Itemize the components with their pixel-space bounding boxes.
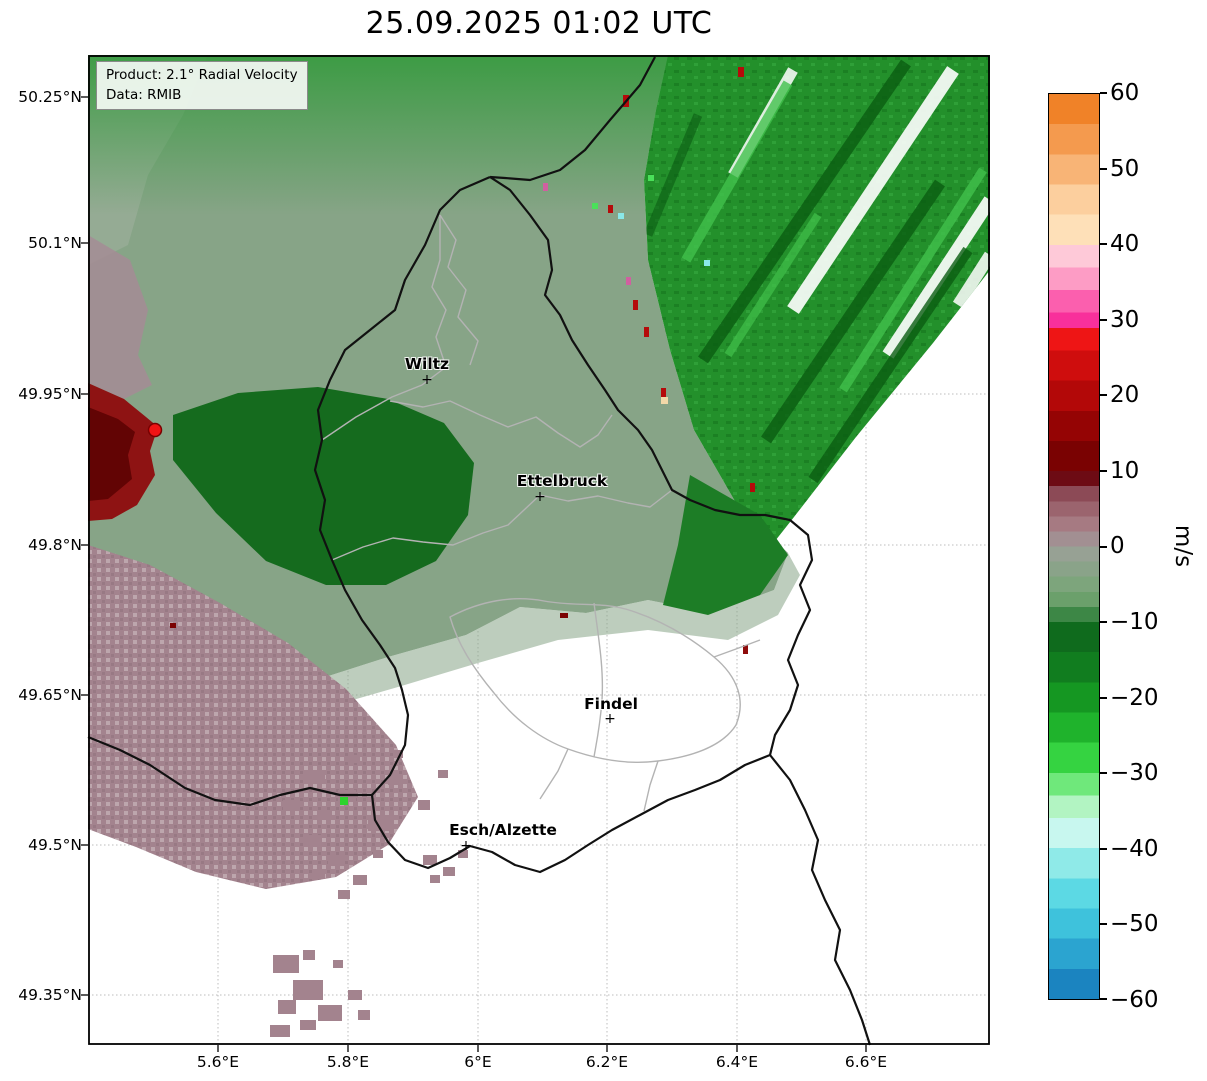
colorbar-tick: −60 bbox=[1110, 987, 1159, 1013]
x-axis-tick: 6.2°E bbox=[585, 1053, 629, 1071]
colorbar bbox=[1048, 93, 1100, 1000]
colorbar-tickmark bbox=[1100, 998, 1107, 1000]
colorbar-tickmark bbox=[1100, 848, 1107, 850]
colorbar-tick: −40 bbox=[1110, 836, 1159, 862]
y-axis-tick: 49.95°N bbox=[18, 385, 82, 403]
city-label: Ettelbruck bbox=[516, 472, 608, 490]
country-borders bbox=[87, 56, 872, 1046]
city-label: Esch/Alzette bbox=[449, 821, 557, 839]
y-axis-tick: 49.35°N bbox=[18, 986, 82, 1004]
colorbar-tickmark bbox=[1100, 319, 1107, 321]
colorbar-tickmark bbox=[1100, 697, 1107, 699]
colorbar-tick: −20 bbox=[1110, 685, 1159, 711]
plot-frame bbox=[88, 55, 990, 1045]
colorbar-tick: 50 bbox=[1110, 156, 1140, 182]
data-source-label: Data: RMIB bbox=[106, 86, 182, 103]
colorbar-tick: −10 bbox=[1110, 609, 1159, 635]
field-fringe bbox=[88, 553, 800, 785]
colorbar-tickmark bbox=[1100, 621, 1107, 623]
colorbar-tickmark bbox=[1100, 470, 1107, 472]
x-axis-tick: 6.4°E bbox=[715, 1053, 759, 1071]
colorbar-tick: 10 bbox=[1110, 458, 1140, 484]
y-axis-tick: 50.25°N bbox=[18, 88, 82, 106]
x-axis-tick: 5.6°E bbox=[196, 1053, 240, 1071]
district-borders bbox=[321, 214, 761, 812]
colorbar-unit-label: m/s bbox=[1170, 524, 1196, 568]
field-band-streaks bbox=[644, 59, 990, 484]
colorbar-tick: −30 bbox=[1110, 760, 1159, 786]
y-axis-tick: 49.5°N bbox=[28, 836, 82, 854]
colorbar-tickmark bbox=[1100, 168, 1107, 170]
field-dark-green-blob bbox=[173, 387, 474, 585]
field-mauve-speckles bbox=[270, 750, 468, 1037]
velocity-field bbox=[88, 55, 990, 1037]
city-cross-icon: + bbox=[604, 711, 616, 727]
field-weak-receding-speckle bbox=[88, 545, 418, 889]
y-axis-tick: 50.1°N bbox=[28, 234, 82, 252]
colorbar-tick: 20 bbox=[1110, 382, 1140, 408]
field-mauve-strip bbox=[88, 235, 152, 399]
city-cross-icon: + bbox=[534, 489, 546, 505]
colorbar-tick: 30 bbox=[1110, 307, 1140, 333]
colorbar-tickmark bbox=[1100, 243, 1107, 245]
y-axis-tick: 49.65°N bbox=[18, 686, 82, 704]
field-dark-red-core bbox=[88, 407, 135, 501]
colorbar-tickmark bbox=[1100, 772, 1107, 774]
colorbar-tickmark bbox=[1100, 92, 1107, 94]
radar-site-dot bbox=[147, 422, 163, 438]
figure-title: 25.09.2025 01:02 UTC bbox=[365, 6, 713, 41]
colorbar-tickmark bbox=[1100, 546, 1107, 548]
city-label: Wiltz bbox=[404, 355, 450, 373]
x-axis-tick: 6°E bbox=[464, 1053, 492, 1071]
axis-tick-marks bbox=[81, 96, 867, 1052]
product-info-box: Product: 2.1° Radial Velocity Data: RMIB bbox=[96, 61, 308, 111]
colorbar-tick: 0 bbox=[1110, 533, 1125, 559]
field-weak-approaching bbox=[88, 55, 788, 755]
colorbar-tick: 40 bbox=[1110, 231, 1140, 257]
city-cross-icon: + bbox=[460, 838, 472, 854]
product-label: Product: 2.1° Radial Velocity bbox=[106, 67, 298, 83]
x-axis-tick: 6.6°E bbox=[844, 1053, 888, 1071]
map-canvas bbox=[81, 55, 990, 1052]
colorbar-tick: −50 bbox=[1110, 911, 1159, 937]
colorbar-tickmark bbox=[1100, 394, 1107, 396]
x-axis-tick: 5.8°E bbox=[326, 1053, 370, 1071]
city-cross-icon: + bbox=[421, 372, 433, 388]
city-label: Findel bbox=[584, 695, 638, 713]
colorbar-tick: 60 bbox=[1110, 80, 1140, 106]
field-band-tip bbox=[663, 475, 788, 615]
colorbar-tickmark bbox=[1100, 923, 1107, 925]
y-axis-tick: 49.8°N bbox=[28, 536, 82, 554]
